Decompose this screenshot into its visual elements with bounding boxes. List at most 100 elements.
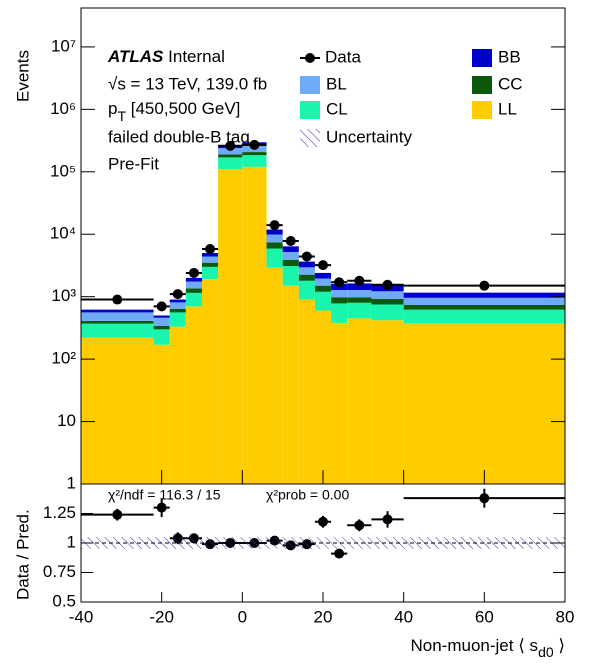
ratio-point	[334, 548, 345, 559]
stack-segment	[331, 322, 348, 484]
energy-label: √s = 13 TeV, 139.0 fb	[108, 74, 267, 93]
plot-area	[81, 142, 565, 485]
x-tick-label: -20	[149, 607, 174, 626]
stack-segment	[347, 302, 372, 319]
ratio-tick-label: 1.25	[43, 503, 76, 522]
data-point	[318, 260, 328, 271]
data-point	[249, 139, 260, 150]
stack-segment	[282, 265, 299, 286]
stack-segment	[298, 280, 315, 300]
stack-segment	[282, 259, 299, 266]
x-axis-title: Non-muon-jet ⟨ sd0 ⟩	[410, 636, 565, 659]
legend-swatch	[300, 76, 320, 94]
stack-segment	[403, 309, 565, 324]
stack-segment	[347, 289, 372, 298]
stack-segment	[153, 344, 170, 484]
x-tick-label: 40	[394, 607, 413, 626]
stack-segment	[185, 277, 202, 282]
stack-segment	[153, 329, 170, 345]
x-tick-label: 80	[556, 607, 575, 626]
stack-segment	[185, 288, 202, 293]
data-point	[188, 267, 199, 278]
stack-segment	[266, 267, 283, 484]
stack-segment	[371, 304, 404, 321]
stack-segment	[218, 169, 243, 484]
ratio-point	[479, 493, 490, 504]
stack-segment	[169, 308, 186, 313]
stack-segment	[314, 291, 332, 311]
stack-segment	[202, 279, 219, 484]
data-point	[382, 279, 393, 290]
data-point	[479, 280, 490, 291]
y-tick-label: 10²	[51, 349, 76, 368]
stack-segment	[266, 242, 283, 249]
x-tick-label: 60	[475, 607, 494, 626]
data-point	[112, 294, 123, 305]
stack-segment	[202, 262, 219, 267]
stack-segment	[371, 291, 404, 299]
stack-segment	[153, 315, 170, 318]
stack-segment	[202, 256, 219, 263]
ratio-point	[382, 514, 393, 525]
legend-swatch	[472, 76, 492, 94]
stack-segment	[298, 274, 315, 281]
legend-label: BL	[326, 74, 347, 93]
data-point	[172, 289, 183, 300]
ratio-tick-label: 0.75	[43, 562, 76, 581]
x-title-end: ⟩	[554, 636, 565, 655]
stack-segment	[371, 320, 404, 484]
fit-label: Pre-Fit	[108, 154, 159, 173]
y-tick-label: 1	[67, 473, 76, 492]
stack-segment	[81, 320, 154, 324]
stack-segment	[218, 148, 243, 155]
stack-segment	[314, 285, 332, 292]
x-title-sub: d0	[538, 644, 554, 660]
atlas-label: ATLAS Internal	[107, 47, 225, 66]
stack-segment	[218, 154, 243, 158]
stack-segment	[282, 251, 299, 260]
stack-segment	[242, 152, 267, 156]
stack-segment	[347, 297, 372, 303]
legend-label: Uncertainty	[326, 127, 412, 146]
x-tick-label: 20	[314, 607, 333, 626]
stack-segment	[81, 337, 154, 484]
legend-swatch	[300, 129, 320, 147]
stack-segment	[169, 326, 186, 484]
legend-label: Data	[325, 47, 361, 66]
stack-segment	[371, 298, 404, 305]
ratio-point	[318, 516, 328, 527]
stack-segment	[169, 312, 186, 327]
stack-segment	[185, 306, 202, 484]
ratio-tick-label: 0.5	[52, 591, 76, 610]
y-tick-label: 10⁷	[51, 36, 76, 55]
stack-segment	[403, 304, 565, 310]
x-tick-label: -40	[69, 607, 94, 626]
stack-segment	[185, 292, 202, 307]
y-tick-label: 10⁵	[50, 161, 76, 180]
ratio-point	[112, 509, 123, 520]
stack-segment	[81, 309, 154, 313]
legend-label: CL	[326, 99, 348, 118]
data-point	[205, 244, 216, 255]
ratio-tick-label: 1	[67, 532, 76, 551]
stack-segment	[282, 246, 299, 252]
atlas: ATLAS	[107, 47, 164, 66]
stack-segment	[314, 278, 332, 286]
pt-sub: T	[117, 108, 126, 124]
stack-segment	[298, 261, 315, 268]
internal: Internal	[168, 47, 225, 66]
stack-segment	[153, 325, 170, 330]
stack-segment	[331, 289, 348, 298]
stack-segment	[169, 302, 186, 309]
legend-label: BB	[498, 47, 521, 66]
stack-segment	[331, 303, 348, 323]
stack-segment	[403, 297, 565, 305]
stack-segment	[347, 283, 372, 290]
pt: p	[108, 99, 117, 118]
legend-label: CC	[498, 74, 523, 93]
stack-segment	[282, 285, 299, 484]
chi2prob-label: χ²prob = 0.00	[266, 487, 349, 503]
data-point	[301, 251, 312, 262]
pt-label: pT [450,500 GeV]	[108, 99, 240, 123]
